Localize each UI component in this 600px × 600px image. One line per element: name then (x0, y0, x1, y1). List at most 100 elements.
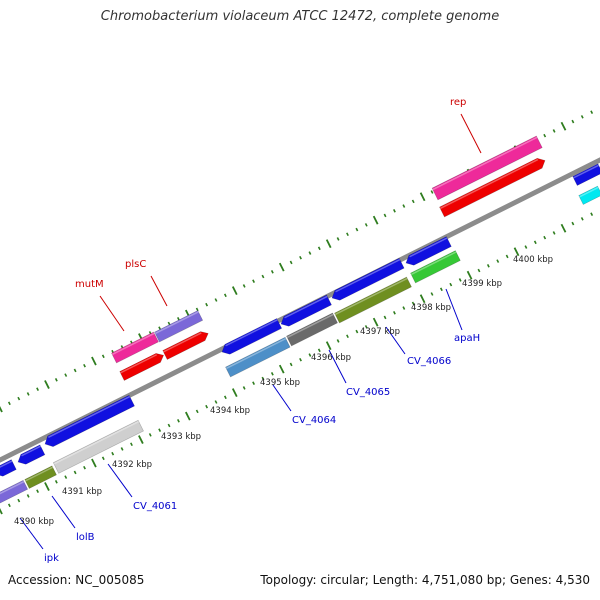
inner-tick (402, 306, 406, 310)
inner-tick (411, 301, 415, 306)
inner-tick (355, 329, 359, 334)
inner-tick (543, 235, 547, 240)
inner-tick (185, 411, 191, 421)
outer-tick (7, 401, 11, 406)
inner-tick (278, 364, 285, 374)
kbp-label: 4392 kbp (112, 460, 152, 470)
inner-tick (308, 353, 312, 357)
gene-label-CV_4061[interactable]: CV_4061 (133, 501, 177, 512)
gene-cyan[interactable] (578, 185, 600, 205)
outer-tick (223, 293, 227, 298)
gene-mutM[interactable] (111, 331, 159, 364)
outer-tick (44, 380, 50, 389)
gene-red-2[interactable] (162, 329, 211, 360)
gene-blue-2[interactable] (16, 444, 46, 467)
gene-label-ipk[interactable]: ipk (44, 553, 59, 564)
inner-tick (252, 381, 256, 386)
inner-tick (364, 325, 368, 329)
kbp-label: 4400 kbp (513, 255, 553, 265)
outer-tick (552, 129, 556, 133)
gene-blue-1[interactable] (0, 459, 17, 479)
map-title: Chromobacterium violaceum ATCC 12472, co… (100, 9, 500, 24)
inner-tick (430, 292, 434, 296)
outer-tick (73, 368, 77, 373)
gene-rep[interactable] (431, 135, 543, 201)
outer-tick (91, 356, 97, 366)
inner-tick (466, 270, 473, 280)
gene-blue-4[interactable] (220, 318, 283, 356)
leader-CV_4064 (272, 384, 292, 412)
inner-tick (513, 247, 520, 257)
gene-label-CV_4065[interactable]: CV_4065 (346, 387, 390, 398)
gene-label-CV_4066[interactable]: CV_4066 (407, 356, 451, 367)
outer-tick (278, 262, 285, 272)
gene-label-mutM[interactable]: mutM (75, 279, 104, 290)
inner-tick (383, 315, 387, 320)
outer-tick (242, 284, 246, 288)
outer-tick (299, 255, 302, 260)
outer-tick (571, 119, 575, 124)
outer-tick (590, 110, 594, 114)
outer-tick (289, 260, 293, 265)
gene-label-rep[interactable]: rep (450, 97, 466, 108)
outer-tick (101, 354, 105, 359)
gene-blue-6[interactable] (330, 257, 405, 303)
gene-CV_4061[interactable] (52, 419, 144, 474)
kbp-label: 4395 kbp (260, 378, 300, 388)
kbp-label: 4391 kbp (62, 487, 102, 497)
outer-tick (0, 405, 3, 413)
gene-CV_4064[interactable] (225, 336, 291, 378)
gene-blue-edge[interactable] (572, 163, 600, 186)
kbp-label: 4396 kbp (311, 353, 351, 363)
inner-tick (130, 442, 133, 447)
gene-red-3[interactable] (439, 156, 548, 218)
outer-tick (383, 213, 387, 218)
inner-tick-ring (0, 212, 594, 515)
outer-tick (411, 199, 415, 204)
outer-tick (430, 190, 434, 194)
gene-lolB[interactable] (24, 465, 57, 489)
outer-tick (231, 286, 238, 296)
outer-tick (195, 307, 199, 312)
outer-tick (167, 321, 171, 326)
inner-tick (101, 456, 105, 461)
kbp-label: 4394 kbp (210, 406, 250, 416)
gene-apaH[interactable] (410, 250, 461, 284)
inner-tick (36, 489, 39, 494)
gene-labels[interactable]: rep plsC mutM apaH CV_4066 CV_4065 CV_4064 CV_4… (44, 97, 480, 564)
inner-tick (120, 447, 124, 451)
outer-tick (214, 298, 218, 302)
inner-tick (552, 231, 556, 235)
gene-CV_4065[interactable] (286, 312, 338, 347)
inner-tick (477, 268, 481, 273)
leader-apaH (445, 288, 463, 331)
gene-red-1[interactable] (119, 351, 166, 381)
kbp-label: 4397 kbp (360, 327, 400, 337)
gene-CV_4066[interactable] (334, 276, 412, 324)
gene-blue-5[interactable] (279, 294, 332, 329)
leader-lolB (51, 495, 76, 529)
inner-tick (524, 245, 528, 249)
gene-label-lolB[interactable]: lolB (76, 532, 95, 543)
gene-ipk[interactable] (0, 479, 29, 505)
inner-tick (26, 494, 30, 498)
inner-tick (486, 264, 490, 268)
gene-label-CV_4064[interactable]: CV_4064 (292, 415, 336, 426)
leader-ipk (19, 517, 44, 550)
gene-blue-7[interactable] (404, 236, 452, 268)
inner-tick (419, 294, 426, 304)
outer-tick (372, 215, 379, 225)
outer-tick (64, 373, 68, 377)
label-leaders (19, 113, 482, 550)
gene-blue-3[interactable] (42, 394, 135, 449)
gene-plsC[interactable] (154, 310, 204, 343)
outer-tick (560, 121, 567, 131)
kbp-label: 4390 kbp (14, 517, 54, 527)
gene-label-apaH[interactable]: apaH (454, 333, 480, 344)
inner-tick (214, 400, 218, 404)
inner-tick (270, 372, 274, 376)
gene-label-plsC[interactable]: plsC (125, 259, 146, 270)
outer-tick (158, 326, 162, 330)
leader-rep (460, 113, 482, 154)
